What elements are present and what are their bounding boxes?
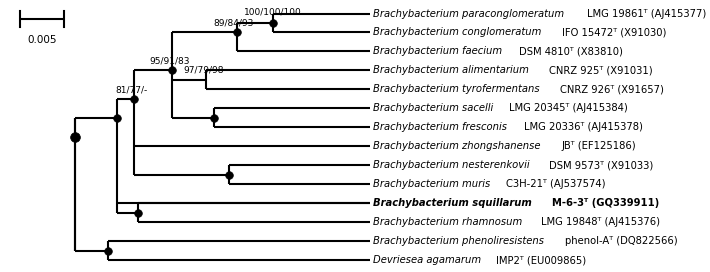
- Text: 97/79/98: 97/79/98: [183, 66, 224, 75]
- Text: Brachybacterium faecium: Brachybacterium faecium: [373, 47, 506, 57]
- Text: M-6-3ᵀ (GQ339911): M-6-3ᵀ (GQ339911): [552, 198, 660, 208]
- Text: 0.005: 0.005: [27, 35, 57, 45]
- Text: 95/91/83: 95/91/83: [149, 56, 190, 65]
- Text: Brachybacterium alimentarium: Brachybacterium alimentarium: [373, 66, 532, 75]
- Text: Brachybacterium sacelli: Brachybacterium sacelli: [373, 103, 497, 113]
- Text: Devriesea agamarum: Devriesea agamarum: [373, 255, 484, 265]
- Text: 81/77/-: 81/77/-: [116, 85, 148, 94]
- Text: IMP2ᵀ (EU009865): IMP2ᵀ (EU009865): [496, 255, 586, 265]
- Text: IFO 15472ᵀ (X91030): IFO 15472ᵀ (X91030): [562, 27, 667, 38]
- Text: LMG 19848ᵀ (AJ415376): LMG 19848ᵀ (AJ415376): [541, 217, 660, 227]
- Text: Brachybacterium rhamnosum: Brachybacterium rhamnosum: [373, 217, 525, 227]
- Text: Brachybacterium squillarum: Brachybacterium squillarum: [373, 198, 535, 208]
- Text: Brachybacterium conglomeratum: Brachybacterium conglomeratum: [373, 27, 545, 38]
- Text: C3H-21ᵀ (AJ537574): C3H-21ᵀ (AJ537574): [506, 180, 606, 189]
- Text: Brachybacterium muris: Brachybacterium muris: [373, 180, 493, 189]
- Text: DSM 9573ᵀ (X91033): DSM 9573ᵀ (X91033): [550, 160, 654, 171]
- Text: 89/84/93: 89/84/93: [214, 18, 254, 27]
- Text: LMG 19861ᵀ (AJ415377): LMG 19861ᵀ (AJ415377): [587, 8, 706, 18]
- Text: LMG 20345ᵀ (AJ415384): LMG 20345ᵀ (AJ415384): [509, 103, 628, 113]
- Text: CNRZ 926ᵀ (X91657): CNRZ 926ᵀ (X91657): [560, 85, 665, 94]
- Text: DSM 4810ᵀ (X83810): DSM 4810ᵀ (X83810): [519, 47, 623, 57]
- Text: phenol-Aᵀ (DQ822566): phenol-Aᵀ (DQ822566): [565, 236, 678, 246]
- Text: JBᵀ (EF125186): JBᵀ (EF125186): [562, 141, 636, 152]
- Text: LMG 20336ᵀ (AJ415378): LMG 20336ᵀ (AJ415378): [525, 122, 643, 132]
- Text: CNRZ 925ᵀ (X91031): CNRZ 925ᵀ (X91031): [549, 66, 652, 75]
- Text: Brachybacterium paraconglomeratum: Brachybacterium paraconglomeratum: [373, 8, 567, 18]
- Text: Brachybacterium fresconis: Brachybacterium fresconis: [373, 122, 510, 132]
- Text: Brachybacterium tyrofermentans: Brachybacterium tyrofermentans: [373, 85, 543, 94]
- Text: Brachybacterium zhongshanense: Brachybacterium zhongshanense: [373, 141, 544, 152]
- Text: 100/100/100: 100/100/100: [244, 7, 302, 16]
- Text: Brachybacterium phenoliresistens: Brachybacterium phenoliresistens: [373, 236, 547, 246]
- Text: Brachybacterium nesterenkovii: Brachybacterium nesterenkovii: [373, 160, 533, 171]
